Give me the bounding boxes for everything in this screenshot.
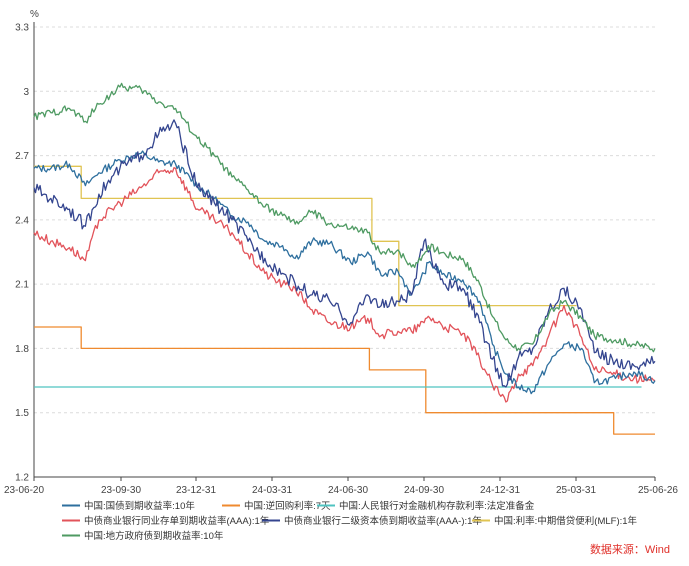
y-tick-label: 2.1	[15, 280, 29, 291]
y-tick-label: 1.5	[15, 408, 29, 419]
legend-label: 中国:地方政府债到期收益率:10年	[84, 530, 224, 542]
legend-label: 中国:逆回购利率:7天	[244, 500, 331, 512]
x-tick-label: 24-03-31	[252, 485, 292, 496]
legend: 中国:国债到期收益率:10年 中国:逆回购利率:7天 中国:人民银行对金融机构存款利…	[62, 500, 638, 542]
legend-label: 中国:国债到期收益率:10年	[84, 500, 195, 512]
y-tick-label: 2.4	[15, 215, 29, 226]
series-layer	[33, 82, 656, 435]
series-line-5	[34, 165, 577, 307]
data-source-label: 数据来源：Wind	[590, 542, 670, 556]
axis-layer: 1.2 1.5 1.8 2.1 2.4 2.7 3 3.3 23-06-20 23-09-30 23…	[4, 22, 678, 496]
y-tick-label: 1.2	[15, 473, 29, 484]
y-tick-label: 3	[23, 87, 29, 98]
series-line-6	[33, 82, 656, 353]
x-tick-label: 23-09-30	[101, 485, 141, 496]
series-line-3	[33, 167, 656, 403]
x-tick-label: 25-06-26	[638, 485, 678, 496]
x-tick-label: 23-12-31	[176, 485, 216, 496]
y-axis-unit: %	[30, 9, 39, 20]
x-tick-label: 23-06-20	[4, 485, 44, 496]
x-tick-label: 24-06-30	[328, 485, 368, 496]
y-tick-label: 3.3	[15, 23, 29, 34]
x-tick-label: 25-03-31	[556, 485, 596, 496]
series-line-1	[34, 326, 655, 435]
grid-layer	[34, 26, 655, 414]
legend-label: 中国:利率:中期借贷便利(MLF):1年	[494, 515, 638, 527]
y-tick-label: 2.7	[15, 151, 29, 162]
legend-label: 中债商业银行同业存单到期收益率(AAA):1年	[84, 515, 270, 527]
x-tick-label: 24-09-30	[404, 485, 444, 496]
legend-label: 中国:人民银行对金融机构存款利率:法定准备金	[339, 500, 535, 512]
legend-label: 中债商业银行二级资本债到期收益率(AAA-):1年	[284, 515, 482, 527]
x-tick-label: 24-12-31	[480, 485, 520, 496]
series-line-4	[33, 119, 656, 388]
y-tick-label: 1.8	[15, 344, 29, 355]
series-line-0	[33, 150, 656, 395]
